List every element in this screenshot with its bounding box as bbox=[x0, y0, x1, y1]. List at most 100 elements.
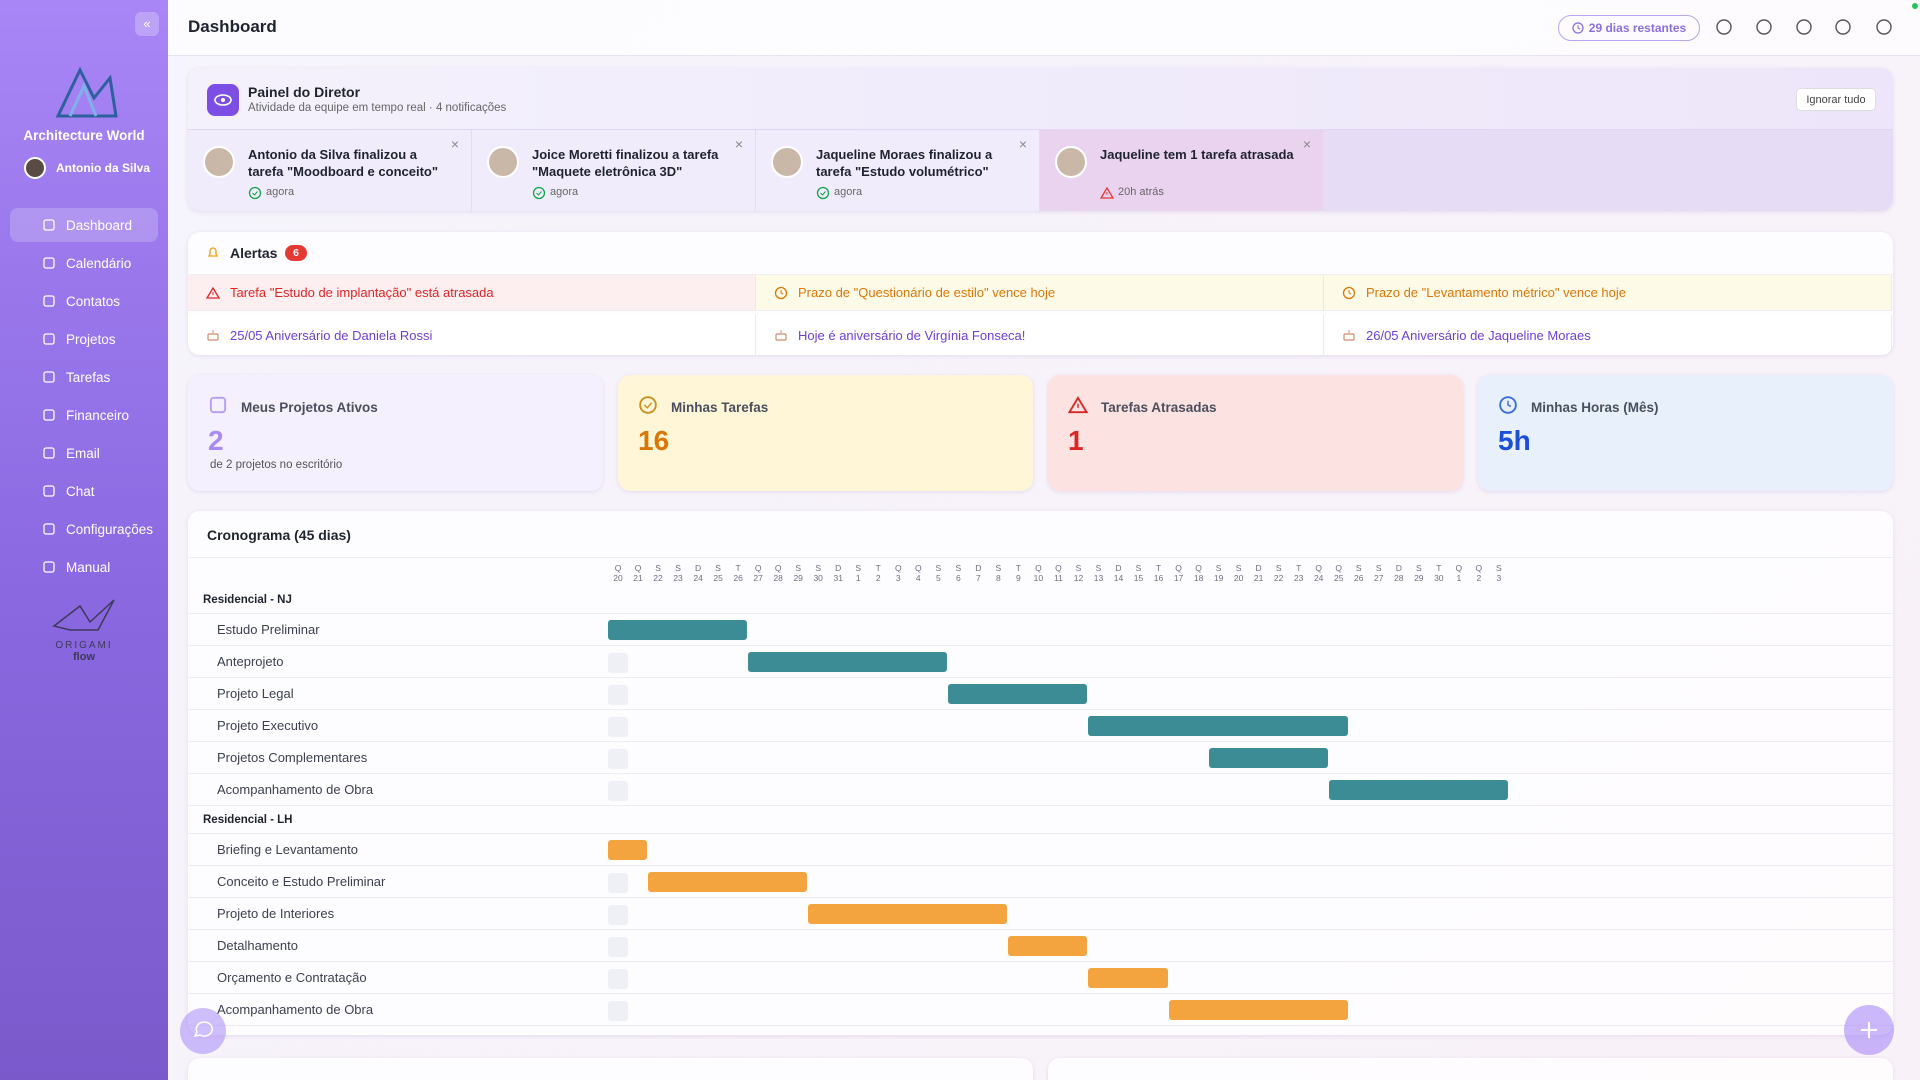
collapse-button[interactable]: « bbox=[135, 12, 159, 36]
nav-item[interactable]: Email bbox=[10, 436, 158, 470]
alert-item[interactable]: Prazo de "Levantamento métrico" vence ho… bbox=[1324, 275, 1892, 311]
add-fab[interactable] bbox=[1844, 1005, 1894, 1055]
top-icon[interactable] bbox=[1715, 18, 1733, 36]
top-icon[interactable] bbox=[1875, 18, 1893, 36]
alert-item[interactable]: Hoje é aniversário de Virgínia Fonseca! bbox=[756, 315, 1324, 355]
day-cell bbox=[608, 685, 628, 705]
origami-logo bbox=[52, 599, 115, 631]
weekday: Q bbox=[1315, 563, 1322, 573]
status-icon bbox=[1099, 186, 1115, 205]
gantt-bar[interactable] bbox=[1088, 716, 1348, 736]
weekday: D bbox=[1395, 563, 1402, 573]
close-button[interactable]: × bbox=[1302, 136, 1311, 152]
weekday: S bbox=[995, 563, 1002, 573]
notification-row: Antonio da Silva finalizou a tarefa "Moo… bbox=[188, 129, 1893, 211]
nav-item[interactable]: Financeiro bbox=[10, 398, 158, 432]
gantt-card: Cronograma (45 dias) Q 20 Q 21 S 22 S 23 D 24 S 25 T… bbox=[188, 511, 1893, 1035]
notification: Jaqueline Moraes finalizou a tarefa "Est… bbox=[756, 130, 1040, 211]
chat-fab[interactable] bbox=[180, 1008, 226, 1054]
date: 15 bbox=[1133, 573, 1144, 583]
day-header: S 22 bbox=[648, 563, 668, 583]
date: 5 bbox=[935, 573, 941, 583]
date: 8 bbox=[996, 573, 1001, 583]
date: 2 bbox=[875, 573, 881, 583]
day-header: S 19 bbox=[1209, 563, 1229, 583]
weekday: S bbox=[1235, 563, 1242, 573]
gantt-bar[interactable] bbox=[808, 904, 1008, 924]
stat-icon bbox=[208, 395, 228, 420]
task-name: Projeto Legal bbox=[217, 686, 294, 701]
status-icon bbox=[532, 186, 546, 205]
gantt-bar[interactable] bbox=[1328, 780, 1508, 800]
nav-item[interactable]: Dashboard bbox=[10, 208, 158, 242]
date: 26 bbox=[733, 573, 743, 583]
date: 16 bbox=[1153, 573, 1164, 583]
day-header: D 21 bbox=[1249, 563, 1269, 583]
top-icon[interactable] bbox=[1795, 18, 1813, 36]
avatar bbox=[487, 146, 519, 178]
user-name[interactable]: Antonio da Silva bbox=[56, 161, 151, 175]
date: 25 bbox=[713, 573, 723, 583]
alert-text: 25/05 Aniversário de Daniela Rossi bbox=[230, 327, 433, 343]
nav-item[interactable]: Configurações bbox=[10, 512, 158, 546]
gantt-bar[interactable] bbox=[1168, 1000, 1348, 1020]
gantt-bar[interactable] bbox=[608, 840, 648, 860]
dismiss-all-button[interactable]: Ignorar tudo bbox=[1796, 88, 1876, 111]
day-cell bbox=[608, 873, 628, 893]
stat-label: Tarefas Atrasadas bbox=[1101, 400, 1217, 415]
stat-label: Minhas Horas (Mês) bbox=[1531, 400, 1659, 415]
nav-label: Email bbox=[66, 445, 100, 461]
alert-item[interactable]: 26/05 Aniversário de Jaqueline Moraes bbox=[1324, 315, 1892, 355]
origami-text: ORIGAMI bbox=[55, 640, 113, 651]
date: 22 bbox=[1273, 573, 1284, 583]
weekday: S bbox=[1275, 563, 1282, 573]
trial-badge[interactable]: 29 dias restantes bbox=[1558, 15, 1700, 41]
day-header: Q 20 bbox=[608, 563, 628, 583]
nav-item[interactable]: Projetos bbox=[10, 322, 158, 356]
alert-item[interactable]: Prazo de "Questionário de estilo" vence … bbox=[756, 275, 1324, 311]
gantt-bar[interactable] bbox=[748, 652, 948, 672]
flow-text: flow bbox=[73, 651, 95, 663]
alert-text: 26/05 Aniversário de Jaqueline Moraes bbox=[1366, 327, 1591, 343]
nav-item[interactable]: Manual bbox=[10, 550, 158, 584]
gantt-bar[interactable] bbox=[608, 620, 748, 640]
date: 9 bbox=[1016, 573, 1021, 583]
task-row: Orçamento e Contratação bbox=[188, 962, 1893, 994]
top-icon[interactable] bbox=[1834, 18, 1852, 36]
date: 31 bbox=[833, 573, 843, 583]
status-icon bbox=[816, 186, 830, 205]
nav-item[interactable]: Contatos bbox=[10, 284, 158, 318]
close-button[interactable]: × bbox=[450, 136, 459, 152]
nav-item[interactable]: Tarefas bbox=[10, 360, 158, 394]
nav-item[interactable]: Calendário bbox=[10, 246, 158, 280]
task-row: Projetos Complementares bbox=[188, 742, 1893, 774]
gantt-bar[interactable] bbox=[648, 872, 808, 892]
gantt-bar[interactable] bbox=[1208, 748, 1328, 768]
close-button[interactable]: × bbox=[1018, 136, 1027, 152]
weekday: T bbox=[1296, 563, 1302, 573]
date: 14 bbox=[1113, 573, 1124, 583]
nav-label: Tarefas bbox=[66, 369, 111, 385]
weekday: S bbox=[655, 563, 661, 573]
alert-item[interactable]: 25/05 Aniversário de Daniela Rossi bbox=[188, 315, 756, 355]
notification: Antonio da Silva finalizou a tarefa "Moo… bbox=[188, 130, 472, 211]
date: 26 bbox=[1354, 573, 1364, 583]
nav-item[interactable]: Chat bbox=[10, 474, 158, 508]
gantt-bar[interactable] bbox=[1008, 936, 1088, 956]
date: 2 bbox=[1476, 573, 1482, 583]
alert-item[interactable]: Tarefa "Estudo de implantação" está atra… bbox=[188, 275, 756, 311]
top-icon[interactable] bbox=[1755, 18, 1773, 36]
day-header: Q 28 bbox=[768, 563, 788, 583]
stat-card: Minhas Horas (Mês) 5h bbox=[1478, 375, 1893, 491]
day-header: S 23 bbox=[668, 563, 688, 583]
gantt-bar[interactable] bbox=[948, 684, 1088, 704]
date: 10 bbox=[1033, 573, 1044, 583]
day-header: S 25 bbox=[708, 563, 728, 583]
notification: Jaqueline tem 1 tarefa atrasada 20h atrás… bbox=[1040, 130, 1324, 211]
close-button[interactable]: × bbox=[734, 136, 743, 152]
date: 23 bbox=[1293, 573, 1304, 583]
task-name: Projetos Complementares bbox=[217, 750, 368, 765]
gantt-bar[interactable] bbox=[1088, 968, 1168, 988]
